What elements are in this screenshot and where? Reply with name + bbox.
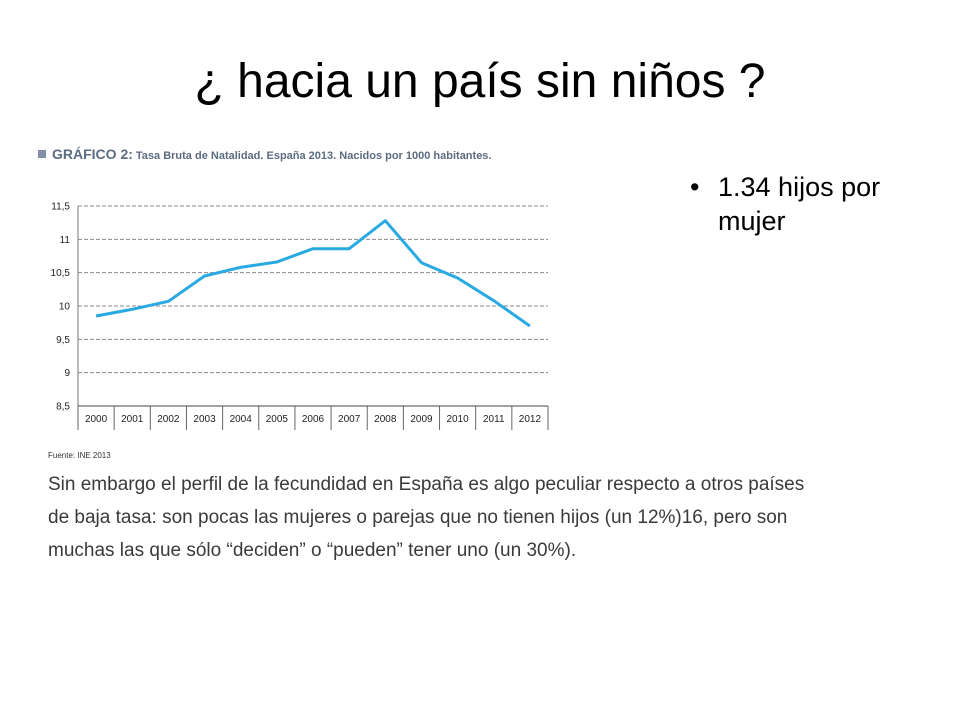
slide-title: ¿ hacia un país sin niños ?: [194, 55, 766, 108]
figure-label: GRÁFICO 2:: [52, 146, 133, 162]
x-tick-label: 2000: [85, 414, 108, 425]
bullet-dot-icon: •: [690, 172, 700, 202]
y-tick-label: 10: [59, 302, 71, 313]
x-tick-label: 2008: [374, 414, 397, 425]
x-tick-label: 2004: [230, 414, 253, 425]
x-tick-label: 2010: [446, 414, 469, 425]
x-tick-label: 2012: [519, 414, 542, 425]
x-tick-label: 2002: [157, 414, 180, 425]
figure-description: Tasa Bruta de Natalidad. España 2013. Na…: [135, 150, 492, 162]
x-tick-label: 2005: [266, 414, 289, 425]
figure-paragraph: Sin embargo el perfil de la fecundidad e…: [48, 474, 805, 561]
line-chart: 8,5 9 9,5 10 10,5 11 11,5 2000 2001 2002 2003 2004 2…: [51, 202, 549, 430]
x-tick-label: 2003: [193, 414, 216, 425]
y-tick-label: 8,5: [56, 402, 70, 413]
figure-source: Fuente: INE 2013: [48, 451, 111, 460]
bullet-list: • 1.34 hijos por mujer: [690, 170, 938, 238]
x-tick-label: 2009: [410, 414, 433, 425]
square-icon: [38, 150, 46, 158]
y-tick-label: 9: [64, 368, 70, 379]
y-tick-label: 11: [60, 235, 71, 246]
bullet-text: 1.34 hijos por mujer: [718, 172, 881, 236]
x-tick-label: 2001: [121, 414, 144, 425]
chart-figure: GRÁFICO 2: Tasa Bruta de Natalidad. Españ…: [38, 138, 808, 618]
x-tick-label: 2011: [483, 414, 505, 425]
y-tick-label: 10,5: [51, 268, 71, 279]
y-tick-label: 9,5: [56, 335, 70, 346]
x-tick-label: 2007: [338, 414, 361, 425]
x-tick-label: 2006: [302, 414, 325, 425]
bullet-item: • 1.34 hijos por mujer: [690, 170, 938, 238]
figure-header: GRÁFICO 2: Tasa Bruta de Natalidad. Españ…: [38, 146, 491, 164]
y-tick-label: 11,5: [51, 202, 70, 213]
series-line: [95, 219, 531, 328]
